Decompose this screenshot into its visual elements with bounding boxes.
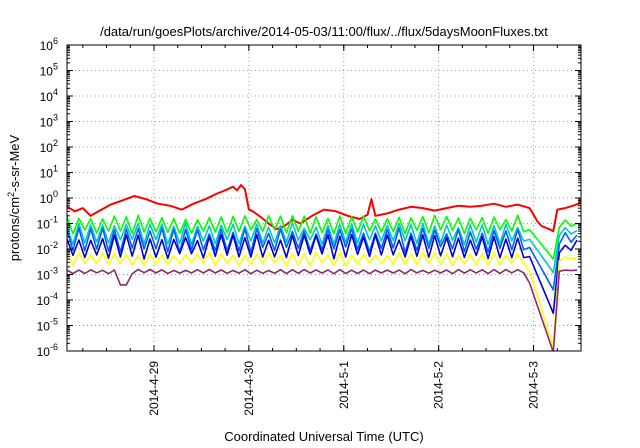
y-tick-base: 10	[40, 39, 54, 53]
y-axis-title-main: protons/cm	[7, 197, 22, 261]
y-tick-exponent: 2	[53, 138, 58, 148]
y-tick-label: 103	[40, 113, 58, 130]
y-tick-base: 10	[40, 116, 54, 130]
y-tick-label: 10-5	[37, 317, 58, 334]
x-axis-title: Coordinated Universal Time (UTC)	[224, 429, 423, 444]
y-tick-labels: 10-610-510-410-310-210-11001011021031041…	[37, 36, 58, 359]
y-axis-title-superscript: 2	[6, 192, 16, 197]
y-tick-exponent: 1	[53, 164, 58, 174]
y-tick-exponent: 3	[53, 113, 58, 123]
y-tick-base: 10	[37, 320, 51, 334]
y-tick-label: 10-1	[37, 215, 58, 232]
y-tick-label: 10-2	[37, 240, 58, 257]
y-tick-exponent: -2	[50, 240, 58, 250]
y-tick-exponent: 0	[53, 189, 58, 199]
y-tick-base: 10	[40, 90, 54, 104]
x-tick-label: 2014-5-2	[432, 361, 446, 409]
y-tick-base: 10	[37, 294, 51, 308]
y-tick-base: 10	[40, 167, 54, 181]
series-line	[67, 251, 578, 348]
y-tick-exponent: -6	[50, 342, 58, 352]
chart-title: /data/run/goesPlots/archive/2014-05-03/1…	[100, 24, 548, 39]
y-tick-exponent: -3	[50, 266, 58, 276]
y-tick-label: 10-4	[37, 291, 58, 308]
y-tick-label: 105	[40, 62, 58, 79]
y-tick-base: 10	[37, 345, 51, 359]
y-tick-exponent: 5	[53, 62, 58, 72]
series-line	[67, 268, 578, 351]
x-tick-label: 2014-5-3	[527, 361, 541, 409]
y-tick-label: 100	[40, 189, 58, 206]
series-line	[67, 222, 578, 274]
y-tick-label: 10-3	[37, 266, 58, 283]
y-tick-exponent: -1	[50, 215, 58, 225]
y-tick-label: 106	[40, 36, 58, 53]
series-layer	[67, 184, 581, 351]
x-tick-label: 2014-4-29	[147, 361, 161, 416]
y-tick-exponent: -4	[50, 291, 58, 301]
y-tick-base: 10	[40, 65, 54, 79]
series-line	[67, 227, 578, 291]
y-tick-label: 104	[40, 87, 58, 104]
x-tick-label: 2014-4-30	[242, 361, 256, 416]
y-tick-base: 10	[37, 218, 51, 232]
y-tick-label: 101	[40, 164, 58, 181]
y-axis-title-unit: -s-sr-MeV	[7, 134, 22, 191]
y-tick-exponent: 4	[53, 87, 58, 97]
y-tick-base: 10	[37, 243, 51, 257]
y-tick-base: 10	[37, 269, 51, 283]
series-line	[67, 184, 581, 233]
x-tick-labels: 2014-4-29 2014-4-30 2014-5-1 2014-5-2 2014-5…	[147, 361, 541, 416]
x-tick-label: 2014-5-1	[337, 361, 351, 409]
y-tick-label: 10-6	[37, 342, 58, 359]
series-line	[67, 214, 578, 260]
y-tick-exponent: -5	[50, 317, 58, 327]
y-tick-base: 10	[40, 192, 54, 206]
y-axis-title: protons/cm2-s-sr-MeV	[6, 134, 22, 261]
tick-layer	[67, 44, 581, 352]
y-tick-label: 102	[40, 138, 58, 155]
series-line	[67, 233, 578, 315]
y-tick-base: 10	[40, 141, 54, 155]
y-tick-exponent: 6	[53, 36, 58, 46]
